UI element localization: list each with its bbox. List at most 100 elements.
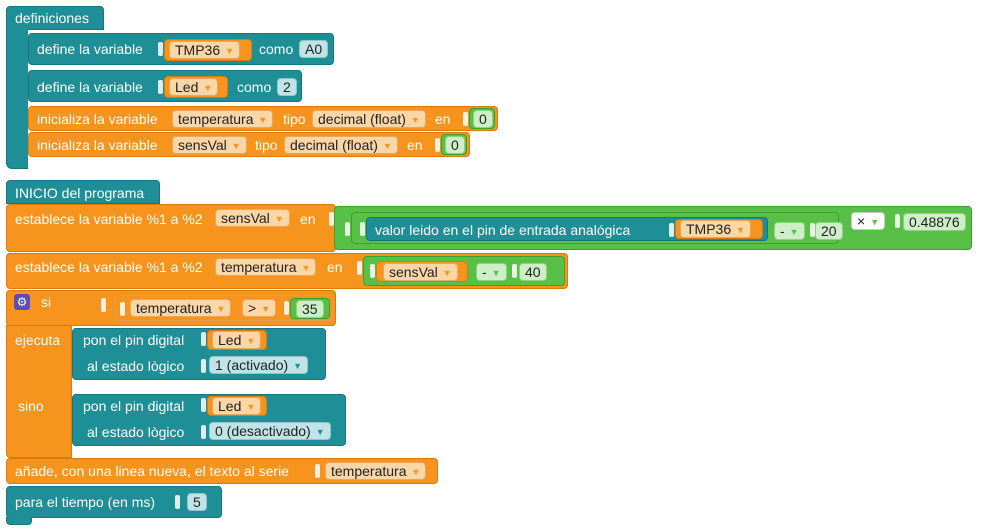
digital-write-label: pon el pin digital bbox=[83, 398, 185, 414]
variable-block[interactable]: TMP36 ▼ bbox=[675, 219, 763, 239]
analog-read-block[interactable]: valor leido en el pin de entrada analógi… bbox=[366, 217, 768, 241]
definiciones-arm bbox=[6, 29, 28, 169]
si-label: si bbox=[41, 294, 52, 310]
operator-dropdown[interactable]: - ▼ bbox=[476, 263, 507, 281]
chevron-down-icon: ▼ bbox=[274, 214, 284, 224]
variable-dropdown[interactable]: TMP36 ▼ bbox=[680, 220, 752, 238]
chevron-down-icon: ▼ bbox=[491, 268, 501, 278]
en-label: en bbox=[407, 137, 423, 153]
digital-write-label: pon el pin digital bbox=[83, 332, 185, 348]
comparison-operator-dropdown[interactable]: > ▼ bbox=[242, 299, 277, 317]
compare-block[interactable]: temperatura ▼ > ▼ 35 bbox=[115, 295, 333, 321]
chevron-down-icon: ▼ bbox=[736, 225, 746, 235]
subtract-block[interactable]: valor leido en el pin de entrada analógi… bbox=[351, 212, 843, 244]
como-label: como bbox=[259, 41, 294, 57]
inicio-programa-block[interactable]: INICIO del programa bbox=[6, 180, 160, 204]
tipo-label: tipo bbox=[283, 111, 306, 127]
delay-value-field[interactable]: 5 bbox=[187, 493, 207, 511]
variable-dropdown[interactable]: Led ▼ bbox=[212, 397, 262, 415]
init-variable-block-2[interactable]: inicializa la variable sensVal ▼ tipo dec… bbox=[28, 132, 470, 157]
variable-name-field[interactable]: temperatura ▼ bbox=[215, 258, 317, 276]
variable-dropdown[interactable]: TMP36 ▼ bbox=[169, 41, 241, 59]
number-field[interactable]: 0 bbox=[473, 110, 493, 128]
state-label: al estado lògico bbox=[87, 358, 185, 374]
chevron-down-icon: ▼ bbox=[411, 467, 421, 477]
number-field[interactable]: 40 bbox=[519, 263, 547, 281]
if-block-arm: ejecuta sino bbox=[6, 325, 72, 458]
define-variable-block-2[interactable]: define la variable Led ▼ como 2 bbox=[28, 70, 302, 102]
serial-label: añade, con una linea nueva, el texto al … bbox=[15, 463, 289, 479]
variable-block[interactable]: sensVal ▼ bbox=[376, 261, 468, 282]
multiply-block[interactable]: valor leido en el pin de entrada analógi… bbox=[334, 206, 972, 250]
chevron-down-icon: ▼ bbox=[382, 141, 392, 151]
variable-name-field[interactable]: sensVal ▼ bbox=[215, 209, 290, 227]
number-field[interactable]: 0.48876 bbox=[903, 213, 966, 231]
set-label: establece la variable %1 a %2 bbox=[15, 211, 203, 227]
variable-name-field[interactable]: temperatura ▼ bbox=[130, 299, 232, 317]
program-end-tab bbox=[6, 517, 32, 525]
chevron-down-icon: ▼ bbox=[293, 361, 303, 371]
variable-dropdown[interactable]: sensVal ▼ bbox=[383, 263, 458, 281]
operator-dropdown[interactable]: - ▼ bbox=[774, 222, 805, 240]
chevron-down-icon: ▼ bbox=[301, 263, 311, 273]
value-field[interactable]: 2 bbox=[277, 78, 297, 96]
number-block[interactable]: 0 bbox=[469, 108, 495, 129]
chevron-down-icon: ▼ bbox=[870, 217, 880, 227]
delay-block[interactable]: para el tiempo (en ms) 5 bbox=[6, 486, 222, 518]
value-field[interactable]: A0 bbox=[299, 40, 329, 58]
chevron-down-icon: ▼ bbox=[246, 336, 256, 346]
digital-write-block-then[interactable]: pon el pin digital Led ▼ al estado lògico… bbox=[72, 328, 326, 380]
digital-write-block-else[interactable]: pon el pin digital Led ▼ al estado lògico… bbox=[72, 394, 346, 446]
tipo-label: tipo bbox=[255, 137, 278, 153]
chevron-down-icon: ▼ bbox=[258, 115, 268, 125]
analog-read-label: valor leido en el pin de entrada analógi… bbox=[375, 222, 631, 238]
number-block[interactable]: 0 bbox=[441, 134, 467, 155]
variable-name-field[interactable]: temperatura ▼ bbox=[172, 110, 274, 128]
number-field[interactable]: 20 bbox=[815, 222, 843, 240]
define-variable-block-1[interactable]: define la variable TMP36 ▼ como A0 bbox=[28, 33, 334, 65]
variable-block[interactable]: Led ▼ bbox=[207, 396, 267, 416]
variable-name-field[interactable]: temperatura ▼ bbox=[325, 462, 427, 480]
define-label: define la variable bbox=[37, 79, 143, 95]
state-dropdown[interactable]: 1 (activado) ▼ bbox=[209, 356, 309, 374]
variable-block[interactable]: Led ▼ bbox=[164, 76, 228, 98]
variable-dropdown[interactable]: Led ▼ bbox=[212, 331, 262, 349]
multiply-operator-dropdown[interactable]: × ▼ bbox=[851, 212, 886, 230]
init-label: inicializa la variable bbox=[37, 137, 158, 153]
set-variable-block-2[interactable]: establece la variable %1 a %2 temperatur… bbox=[6, 253, 568, 289]
type-dropdown[interactable]: decimal (float) ▼ bbox=[284, 136, 398, 154]
variable-name-field[interactable]: sensVal ▼ bbox=[172, 136, 247, 154]
state-dropdown[interactable]: 0 (desactivado) ▼ bbox=[209, 422, 331, 440]
set-label: establece la variable %1 a %2 bbox=[15, 259, 203, 275]
set-variable-block-1[interactable]: establece la variable %1 a %2 sensVal ▼ e… bbox=[6, 204, 336, 252]
chevron-down-icon: ▼ bbox=[442, 268, 452, 278]
variable-block[interactable]: TMP36 ▼ bbox=[164, 39, 252, 61]
sino-label: sino bbox=[18, 398, 44, 414]
chevron-down-icon: ▼ bbox=[231, 141, 241, 151]
type-dropdown[interactable]: decimal (float) ▼ bbox=[312, 110, 426, 128]
definiciones-header: definiciones bbox=[15, 10, 89, 26]
gear-icon[interactable]: ⚙ bbox=[14, 294, 30, 310]
variable-dropdown[interactable]: Led ▼ bbox=[169, 78, 219, 96]
en-label: en bbox=[327, 259, 343, 275]
number-field[interactable]: 35 bbox=[296, 300, 324, 318]
serial-println-block[interactable]: añade, con una linea nueva, el texto al … bbox=[6, 458, 438, 484]
chevron-down-icon: ▼ bbox=[246, 402, 256, 412]
delay-label: para el tiempo (en ms) bbox=[15, 494, 156, 510]
chevron-down-icon: ▼ bbox=[203, 83, 213, 93]
inicio-header: INICIO del programa bbox=[15, 185, 145, 201]
state-label: al estado lògico bbox=[87, 424, 185, 440]
en-label: en bbox=[300, 211, 316, 227]
chevron-down-icon: ▼ bbox=[261, 304, 271, 314]
definiciones-block[interactable]: definiciones bbox=[6, 6, 104, 30]
chevron-down-icon: ▼ bbox=[410, 115, 420, 125]
ejecuta-label: ejecuta bbox=[15, 332, 61, 348]
number-block[interactable]: 35 bbox=[290, 298, 330, 319]
init-variable-block-1[interactable]: inicializa la variable temperatura ▼ tipo… bbox=[28, 106, 498, 131]
if-block[interactable]: ⚙ si temperatura ▼ > ▼ 35 bbox=[6, 290, 336, 326]
variable-block[interactable]: Led ▼ bbox=[207, 330, 267, 350]
chevron-down-icon: ▼ bbox=[216, 304, 226, 314]
number-field[interactable]: 0 bbox=[445, 136, 465, 154]
chevron-down-icon: ▼ bbox=[789, 227, 799, 237]
subtract-block[interactable]: sensVal ▼ - ▼ 40 bbox=[363, 256, 565, 286]
